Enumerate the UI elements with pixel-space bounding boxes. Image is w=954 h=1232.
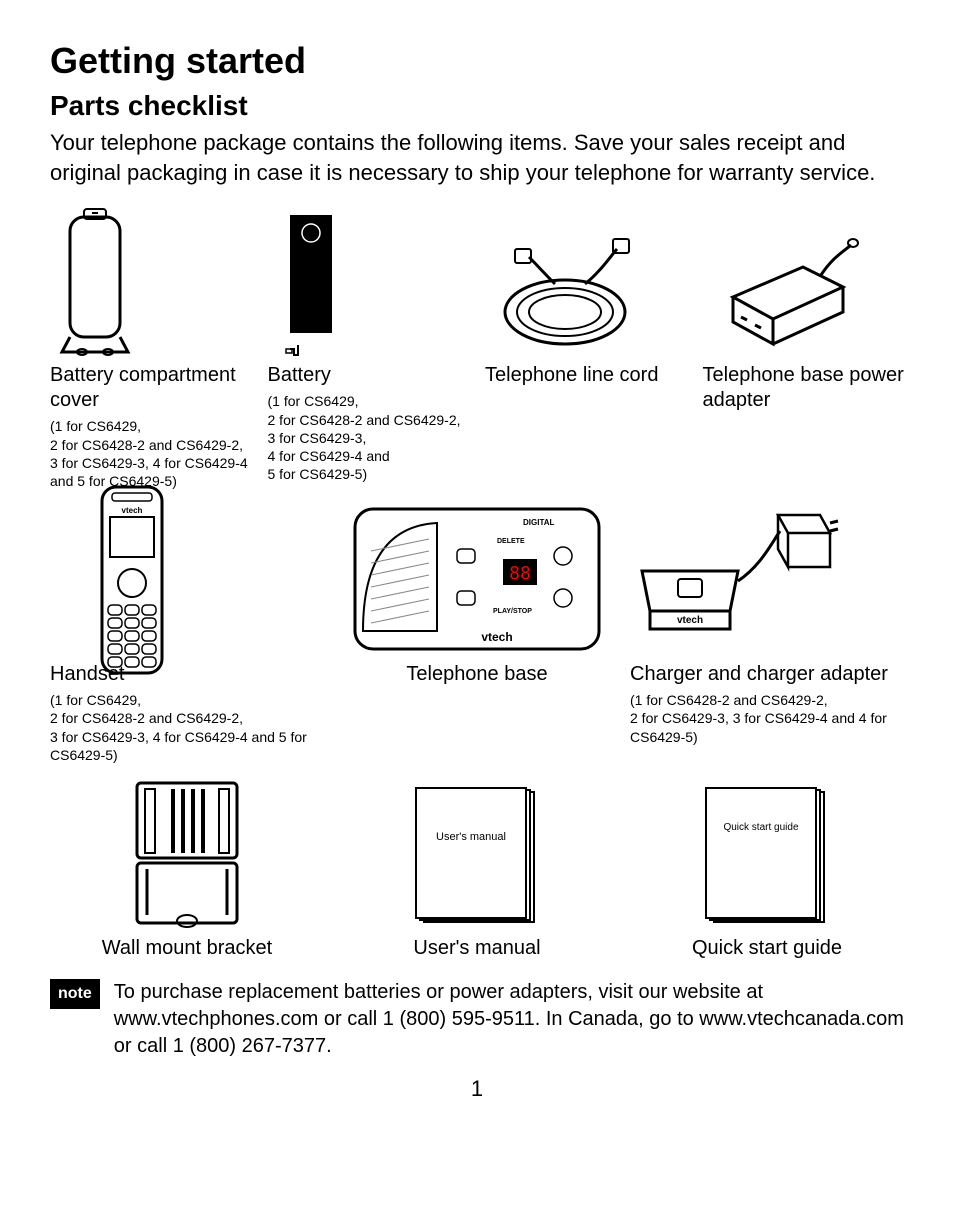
battery-cover-label: Battery compartment cover xyxy=(50,363,252,413)
users-manual-icon: User's manual xyxy=(402,780,552,930)
item-users-manual: User's manual User's manual xyxy=(340,780,614,961)
charger-label: Charger and charger adapter xyxy=(630,662,888,687)
handset-icon: vtech xyxy=(50,506,180,656)
item-battery: Battery (1 for CS6429, 2 for CS6428-2 an… xyxy=(268,207,470,483)
telephone-base-icon: 88 DELETE PLAY/STOP DIGITAL vtech xyxy=(347,506,607,656)
handset-sublabel: (1 for CS6429, 2 for CS6428-2 and CS6429… xyxy=(50,691,324,764)
telephone-base-label: Telephone base xyxy=(406,662,547,687)
item-power-adapter: Telephone base power adapter xyxy=(703,207,905,413)
line-cord-label: Telephone line cord xyxy=(485,363,658,388)
svg-text:PLAY/STOP: PLAY/STOP xyxy=(493,608,532,615)
svg-text:vtech: vtech xyxy=(677,615,703,626)
charger-icon: vtech xyxy=(630,506,850,656)
parts-row-2: vtech Handset (1 for CS6429, 2 for CS642… xyxy=(50,506,904,764)
handset-label: Handset xyxy=(50,662,125,687)
note-row: note To purchase replacement batteries o… xyxy=(50,979,904,1060)
users-manual-book-text: User's manual xyxy=(436,831,506,843)
svg-text:vtech: vtech xyxy=(481,630,512,644)
quick-start-label: Quick start guide xyxy=(692,936,842,961)
section-subtitle: Parts checklist xyxy=(50,90,904,122)
charger-sublabel: (1 for CS6428-2 and CS6429-2, 2 for CS64… xyxy=(630,691,904,746)
item-line-cord: Telephone line cord xyxy=(485,207,687,388)
svg-text:88: 88 xyxy=(509,563,531,584)
users-manual-label: User's manual xyxy=(413,936,540,961)
wall-bracket-icon xyxy=(117,780,257,930)
item-battery-cover: Battery compartment cover (1 for CS6429,… xyxy=(50,207,252,490)
intro-paragraph: Your telephone package contains the foll… xyxy=(50,128,904,187)
svg-text:DIGITAL: DIGITAL xyxy=(523,518,555,527)
line-cord-icon xyxy=(485,207,645,357)
parts-row-1: Battery compartment cover (1 for CS6429,… xyxy=(50,207,904,490)
battery-icon xyxy=(268,207,358,357)
item-charger: vtech Charger and charger adapter (1 for… xyxy=(630,506,904,746)
battery-label: Battery xyxy=(268,363,331,388)
quick-start-icon: Quick start guide xyxy=(692,780,842,930)
note-text: To purchase replacement batteries or pow… xyxy=(114,979,904,1060)
battery-cover-icon xyxy=(50,207,140,357)
power-adapter-icon xyxy=(703,207,863,357)
parts-row-3: Wall mount bracket User's manual User's … xyxy=(50,780,904,961)
svg-text:DELETE: DELETE xyxy=(497,538,525,545)
page-title: Getting started xyxy=(50,40,904,82)
svg-text:vtech: vtech xyxy=(122,506,143,515)
page-number: 1 xyxy=(50,1076,904,1102)
quick-start-book-text: Quick start guide xyxy=(723,822,798,833)
item-quick-start: Quick start guide Quick start guide xyxy=(630,780,904,961)
note-badge: note xyxy=(50,979,100,1009)
item-handset: vtech Handset (1 for CS6429, 2 for CS642… xyxy=(50,506,324,764)
battery-cover-sublabel: (1 for CS6429, 2 for CS6428-2 and CS6429… xyxy=(50,417,252,490)
power-adapter-label: Telephone base power adapter xyxy=(703,363,905,413)
item-telephone-base: 88 DELETE PLAY/STOP DIGITAL vtech Teleph… xyxy=(340,506,614,687)
wall-bracket-label: Wall mount bracket xyxy=(102,936,272,961)
item-wall-bracket: Wall mount bracket xyxy=(50,780,324,961)
battery-sublabel: (1 for CS6429, 2 for CS6428-2 and CS6429… xyxy=(268,392,461,483)
